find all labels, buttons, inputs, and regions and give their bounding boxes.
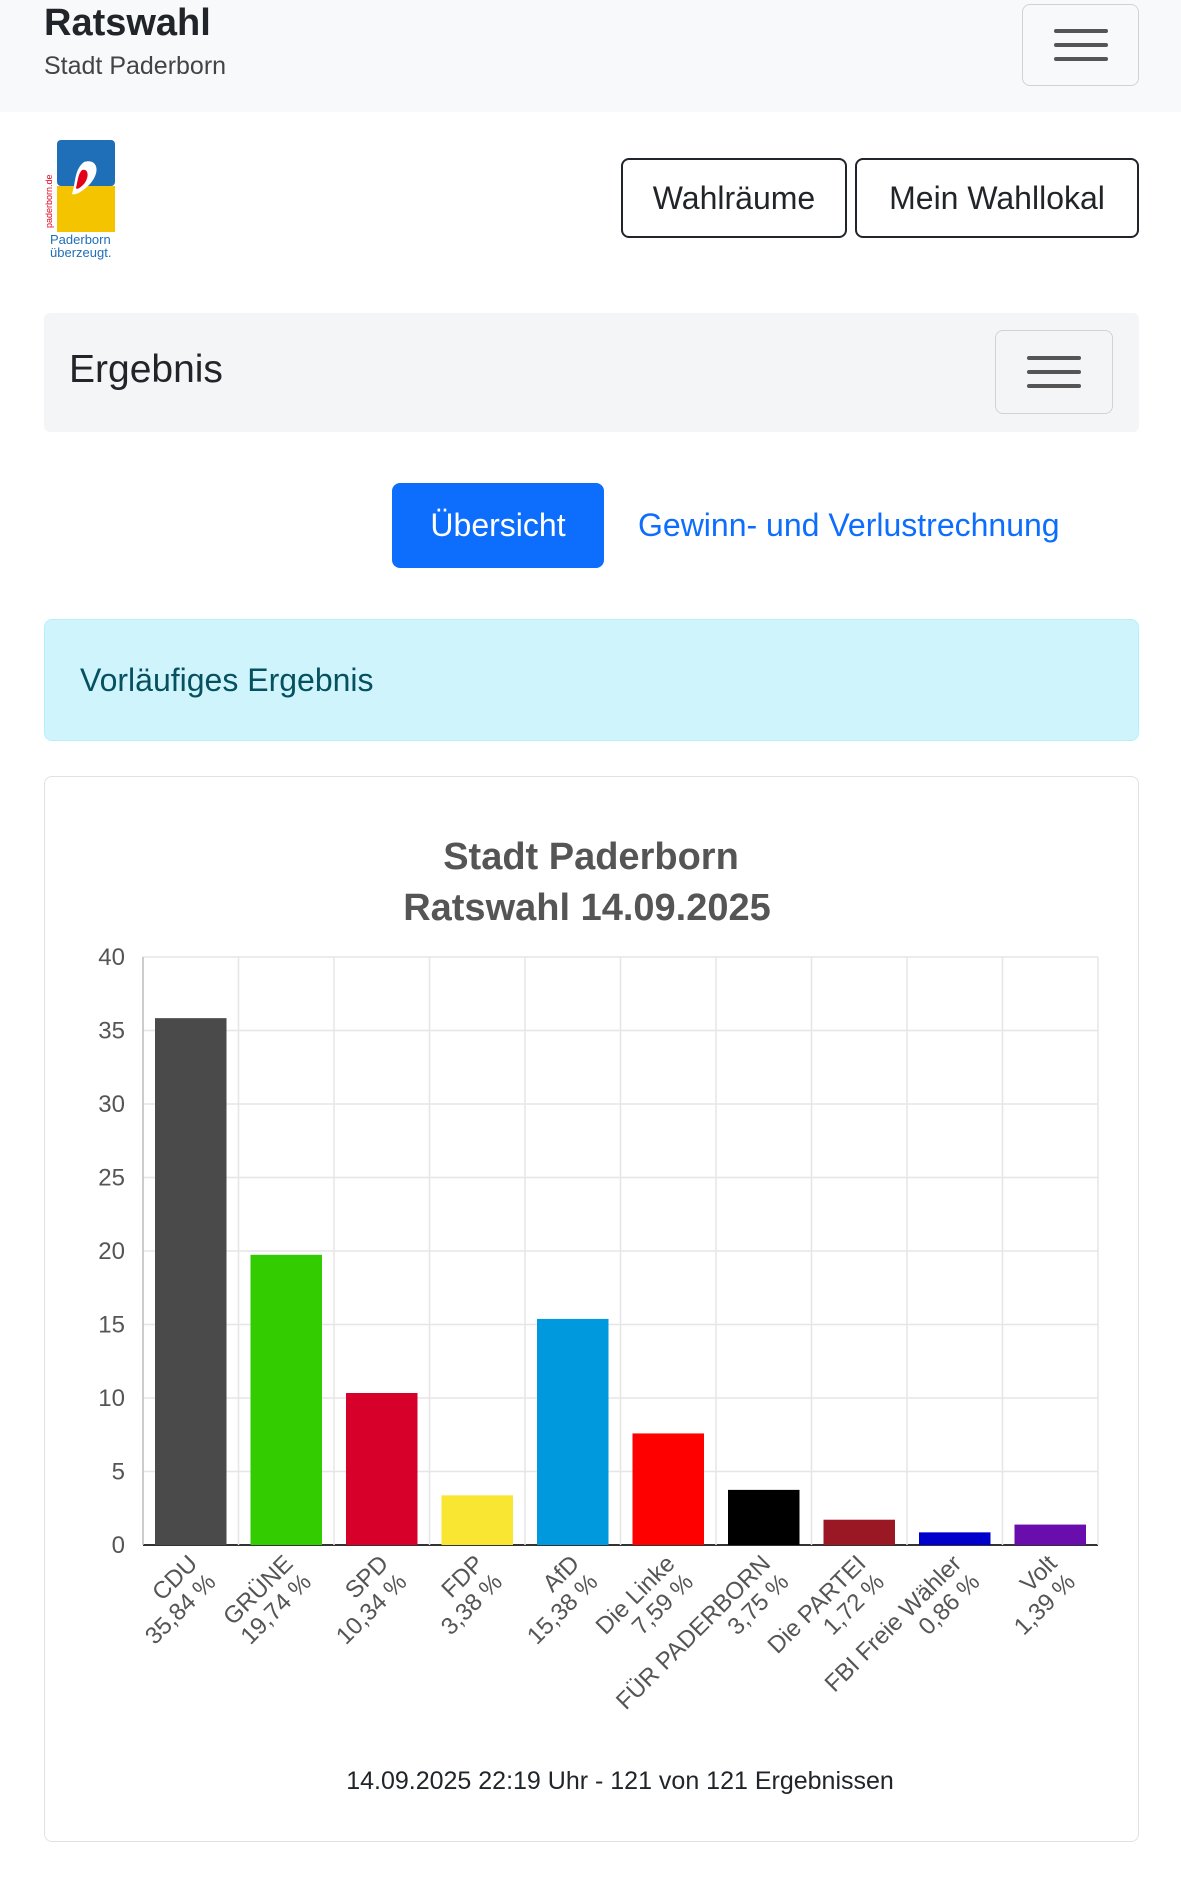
chart-footnote: 14.09.2025 22:19 Uhr - 121 von 121 Ergeb… xyxy=(346,1767,894,1795)
app-subtitle: Stadt Paderborn xyxy=(44,52,227,80)
y-tick-label: 30 xyxy=(98,1091,125,1118)
hamburger-icon xyxy=(1027,356,1081,360)
bar-die-linke[interactable] xyxy=(632,1433,705,1545)
bar-fbi-freie-w-hler[interactable] xyxy=(919,1532,991,1545)
bar-afd[interactable] xyxy=(537,1318,609,1545)
bar-f-r-paderborn[interactable] xyxy=(728,1489,800,1545)
y-tick-label: 35 xyxy=(98,1018,125,1045)
bar-fdp[interactable] xyxy=(441,1495,514,1545)
bar-gr-ne[interactable] xyxy=(250,1254,323,1545)
mein-wahllokal-button[interactable]: Mein Wahllokal xyxy=(855,158,1139,238)
subnav-menu-toggle-button[interactable] xyxy=(995,330,1113,414)
chart-card: Stadt Paderborn Ratswahl 14.09.2025 0 5 10… xyxy=(44,776,1139,1842)
main-menu-toggle-button[interactable] xyxy=(1022,4,1139,86)
logo-caption-2: überzeugt. xyxy=(50,245,111,260)
bar-volt[interactable] xyxy=(1014,1524,1087,1545)
tab-uebersicht[interactable]: Übersicht xyxy=(392,483,604,568)
tab-gewinn-verlust[interactable]: Gewinn- und Verlustrechnung xyxy=(638,507,1060,543)
y-tick-label: 15 xyxy=(98,1312,125,1339)
logo-side-text: paderborn.de xyxy=(44,174,54,228)
subnav-title: Ergebnis xyxy=(69,348,223,391)
y-tick-label: 10 xyxy=(98,1385,125,1412)
y-tick-label: 0 xyxy=(112,1532,125,1559)
chart-title-line-2: Ratswahl 14.09.2025 xyxy=(403,887,771,929)
top-navbar: Ratswahl Stadt Paderborn xyxy=(0,0,1181,112)
wahlraeume-button[interactable]: Wahlräume xyxy=(621,158,847,238)
y-tick-label: 5 xyxy=(112,1459,125,1486)
bar-cdu[interactable] xyxy=(155,1018,227,1545)
y-tick-label: 40 xyxy=(98,944,125,971)
bar-spd[interactable] xyxy=(346,1393,418,1545)
paderborn-logo: paderborn.de Paderborn überzeugt. xyxy=(44,140,115,260)
bar-die-partei[interactable] xyxy=(823,1519,896,1545)
y-tick-label: 25 xyxy=(98,1165,125,1192)
y-tick-label: 20 xyxy=(98,1238,125,1265)
preliminary-result-alert: Vorläufiges Ergebnis xyxy=(44,619,1139,741)
chart-title-line-1: Stadt Paderborn xyxy=(443,836,739,878)
result-subnav: Ergebnis xyxy=(44,313,1139,432)
logo-caption-1: Paderborn xyxy=(50,232,111,247)
result-bar-chart: Stadt Paderborn Ratswahl 14.09.2025 0 5 10… xyxy=(98,836,1099,1795)
app-title: Ratswahl xyxy=(44,2,211,44)
hamburger-icon xyxy=(1053,29,1108,33)
